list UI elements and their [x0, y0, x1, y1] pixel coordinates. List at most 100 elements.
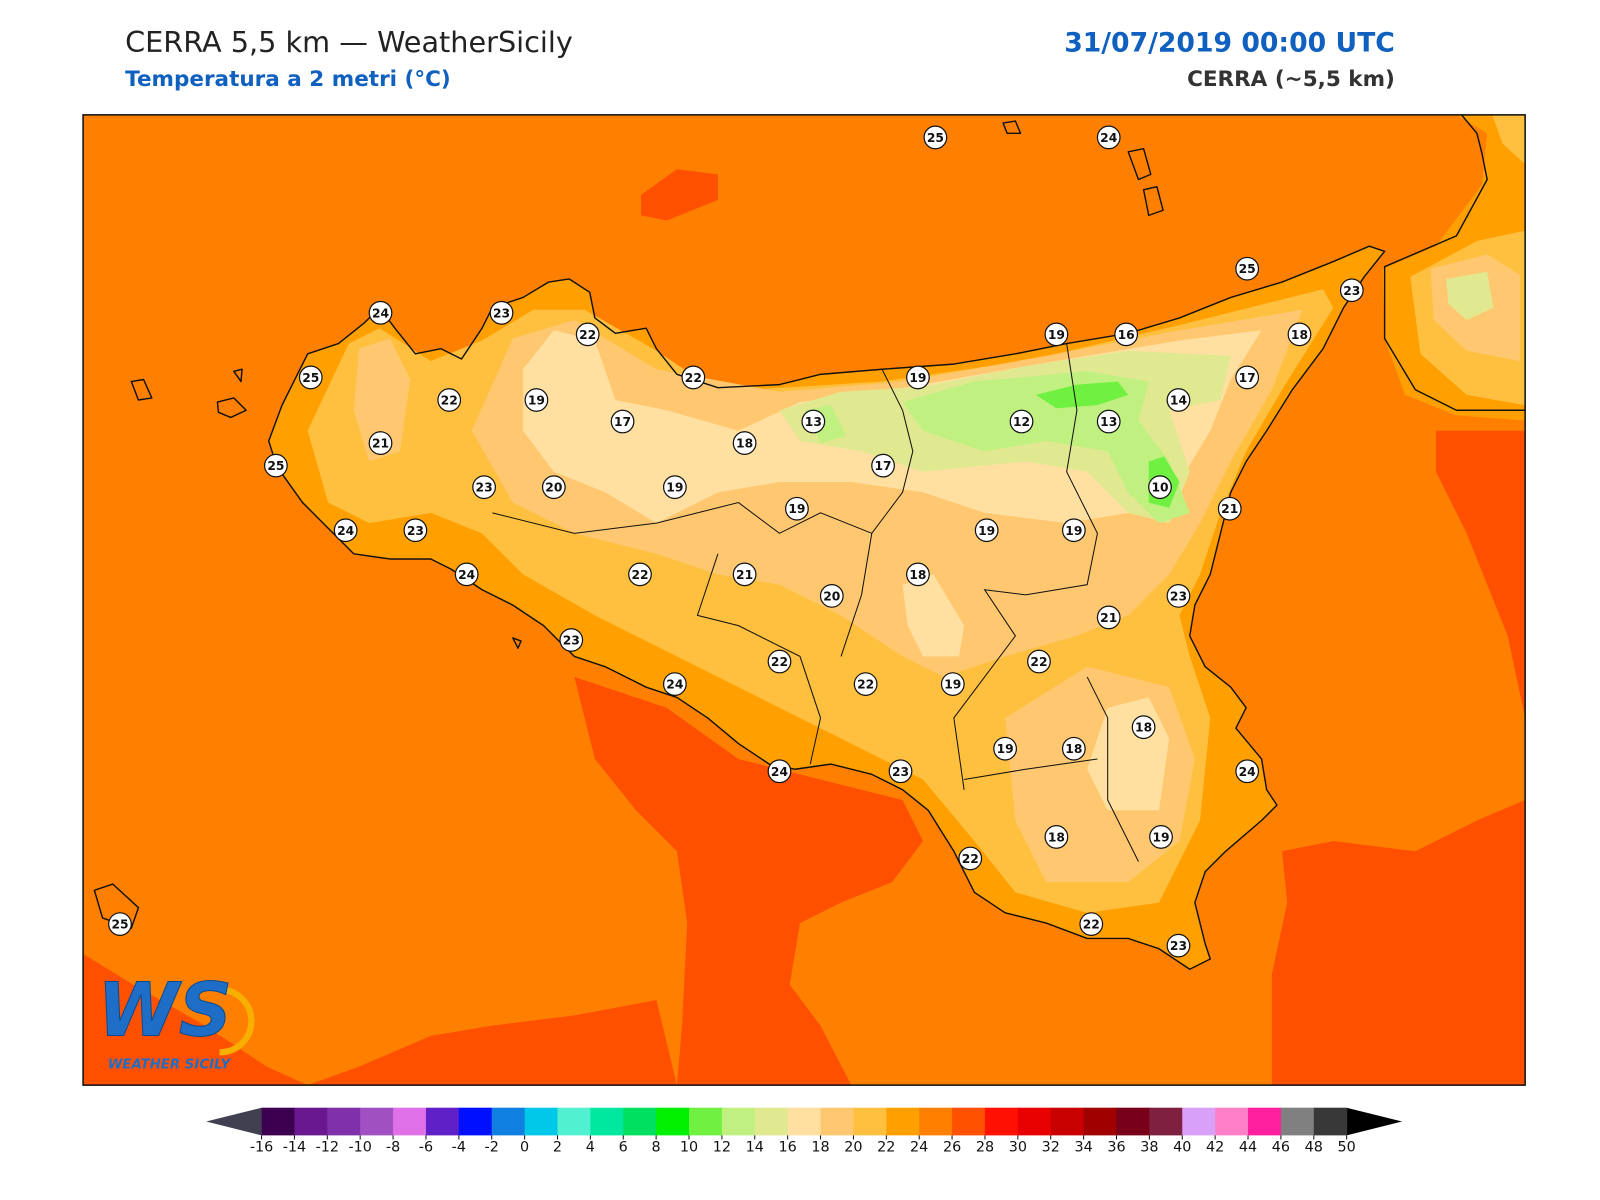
station: 18 [732, 431, 757, 455]
station-marker [1061, 736, 1086, 761]
colorbar-bin [1248, 1107, 1282, 1136]
colorbar-tick-label: 8 [652, 1140, 661, 1156]
station-value: 18 [1065, 742, 1082, 756]
title: CERRA 5,5 km — WeatherSicily [125, 25, 573, 59]
colorbar-tick-label: 12 [713, 1140, 731, 1156]
station-value: 25 [302, 371, 319, 385]
colorbar-tick-label: -6 [419, 1140, 433, 1156]
station-value: 25 [927, 131, 944, 145]
station-marker [974, 518, 999, 543]
colorbar-tick-label: 42 [1206, 1140, 1224, 1156]
colorbar-tick-label: 4 [586, 1140, 595, 1156]
station-value: 25 [267, 459, 284, 473]
station-marker [732, 431, 757, 455]
colorbar-tick-label: 38 [1140, 1140, 1158, 1156]
contour [805, 371, 1190, 524]
subtitle: Temperatura a 2 metri (°C) [125, 67, 451, 92]
station-value: 24 [771, 765, 788, 779]
station: 19 [993, 736, 1018, 761]
colorbar-tick-label: 46 [1272, 1140, 1290, 1156]
contour [1271, 800, 1526, 1086]
contour [574, 676, 924, 1086]
station-value: 23 [493, 306, 510, 320]
station-value: 19 [944, 678, 961, 692]
station-value: 19 [788, 502, 805, 516]
station-value: 21 [1221, 502, 1238, 516]
station-marker [662, 672, 687, 696]
station-value: 23 [1170, 939, 1187, 953]
station: 14 [1166, 388, 1191, 412]
station: 17 [871, 453, 895, 478]
colorbar-bin [721, 1107, 756, 1136]
station-marker [1148, 475, 1172, 500]
station-marker [662, 475, 687, 500]
station-value: 14 [1170, 394, 1187, 408]
station-marker [454, 562, 479, 587]
colorbar-bin [557, 1107, 591, 1136]
logo-shape [219, 986, 255, 1056]
colorbar-tick-label: 6 [619, 1140, 628, 1156]
station: 25 [263, 453, 288, 478]
station-value: 18 [736, 437, 753, 451]
station-marker [958, 846, 983, 871]
station-marker [263, 453, 288, 478]
station: 20 [819, 583, 844, 608]
station: 19 [524, 388, 549, 412]
coastline [267, 245, 1386, 970]
station-marker [610, 409, 635, 434]
station-marker [767, 649, 792, 674]
station-marker [1096, 125, 1121, 150]
station-marker [1044, 322, 1069, 347]
station-value: 21 [1100, 611, 1117, 625]
colorbar-tick-label: 2 [553, 1140, 562, 1156]
station-marker [681, 365, 706, 390]
station-marker [1166, 388, 1191, 412]
station-value: 21 [372, 437, 389, 451]
station-value: 25 [111, 918, 128, 932]
station-marker [559, 628, 584, 652]
station-marker [871, 453, 895, 478]
colorbar: -16 -14 -12 -10 -8 -6 -4 -2 0 2 4 6 8 10 12 14 16 18 20 22 2… [206, 1107, 1403, 1156]
station-marker [785, 496, 809, 521]
station-marker [801, 409, 826, 434]
station-marker [1044, 825, 1069, 849]
station-marker [628, 562, 652, 587]
contour [1435, 430, 1526, 718]
colorbar-bin [590, 1107, 624, 1136]
station-marker [472, 475, 496, 500]
station-marker [403, 518, 428, 543]
station-marker [524, 388, 549, 412]
colorbar-bin [656, 1107, 690, 1136]
colorbar-tick-label: -2 [485, 1140, 499, 1156]
station-marker [333, 518, 358, 543]
station: 24 [767, 759, 792, 784]
colorbar-bin [1215, 1107, 1249, 1136]
station: 19 [662, 475, 687, 500]
station: 21 [1217, 496, 1242, 521]
station: 23 [403, 518, 428, 543]
station-marker [368, 431, 393, 455]
station-marker [1114, 322, 1139, 347]
station: 22 [575, 322, 600, 347]
colorbar-bin [820, 1107, 854, 1136]
colorbar-bin [458, 1107, 493, 1136]
station-value: 16 [1118, 328, 1135, 342]
station-marker [1061, 518, 1086, 543]
station: 18 [1287, 322, 1312, 347]
station: 10 [1148, 475, 1172, 500]
station-marker [819, 583, 844, 608]
station-value: 24 [372, 306, 389, 320]
station-marker [993, 736, 1018, 761]
colorbar-bin [261, 1107, 295, 1136]
island [93, 120, 1164, 929]
station: 19 [974, 518, 999, 543]
station-value: 19 [528, 394, 545, 408]
logo-text: WEATHER SICILY [108, 1058, 232, 1073]
station-value: 12 [1013, 415, 1030, 429]
station-value: 24 [458, 568, 475, 582]
station: 22 [681, 365, 706, 390]
station: 12 [1009, 409, 1034, 434]
station-value: 23 [892, 765, 909, 779]
station-marker [1079, 912, 1104, 936]
